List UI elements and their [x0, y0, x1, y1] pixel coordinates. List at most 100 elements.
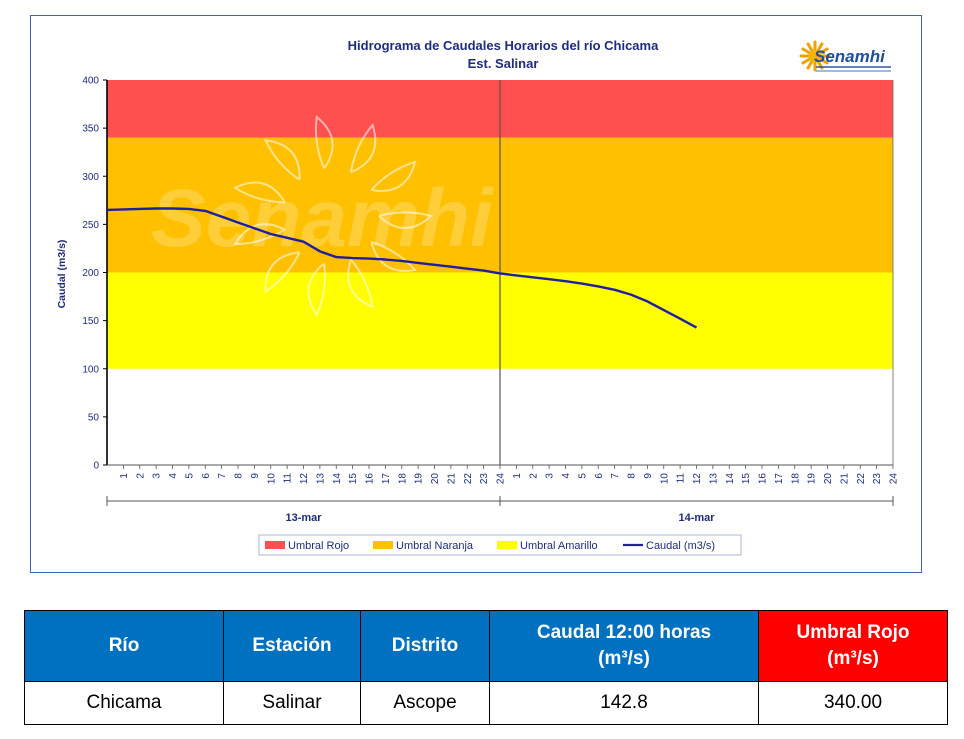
x-tick-label: 22	[463, 473, 474, 485]
y-tick-label: 150	[82, 316, 99, 327]
x-tick-label: 16	[758, 473, 769, 485]
watermark-sun-icon	[232, 115, 434, 318]
x-tick-label: 3	[545, 473, 556, 479]
y-tick-label: 400	[82, 76, 99, 87]
logo-sun-core	[809, 50, 821, 62]
watermark-ray	[378, 211, 434, 229]
watermark-ray	[264, 251, 301, 294]
x-tick-label: 15	[741, 473, 752, 485]
x-tick-label: 17	[381, 473, 392, 485]
x-tick-label: 18	[397, 473, 408, 485]
watermark-ray	[370, 240, 418, 272]
legend-swatch	[265, 541, 285, 549]
x-tick-label: 5	[184, 473, 195, 479]
watermark-ray	[307, 262, 326, 318]
x-tick-label: 19	[414, 473, 425, 485]
x-tick-label: 3	[152, 473, 163, 479]
x-tick-label: 22	[856, 473, 867, 485]
logo-sun-ray	[801, 47, 812, 55]
cell-rio: Chicama	[24, 681, 224, 725]
table-header-row: Río Estación Distrito Caudal 12:00 horas…	[24, 610, 948, 682]
logo-sun-ray	[818, 47, 829, 55]
x-tick-label: 23	[479, 473, 490, 485]
legend-label: Caudal (m3/s)	[646, 540, 715, 552]
x-tick-label: 7	[217, 473, 228, 479]
logo-sun-ray	[818, 57, 829, 65]
x-tick-label: 9	[643, 473, 654, 479]
x-tick-label: 2	[135, 473, 146, 479]
x-tick-label: 21	[446, 473, 457, 485]
watermark-ray	[347, 259, 374, 309]
x-tick-label: 12	[299, 473, 310, 485]
x-tick-label: 11	[676, 473, 687, 484]
x-tick-label: 7	[610, 473, 621, 479]
y-tick-label: 100	[82, 364, 99, 375]
x-tick-label: 8	[234, 473, 245, 479]
x-tick-label: 10	[659, 473, 670, 485]
logo-sun-ray	[806, 42, 814, 53]
legend-swatch	[497, 541, 517, 549]
x-tick-label: 4	[168, 473, 179, 479]
x-tick-label: 17	[774, 473, 785, 485]
x-tick-label: 24	[496, 473, 507, 485]
watermark-ray	[232, 181, 286, 204]
legend-label: Umbral Naranja	[396, 540, 474, 552]
x-tick-label: 5	[577, 473, 588, 479]
senamhi-logo: Senamhi	[799, 40, 891, 72]
x-tick-label: 4	[561, 473, 572, 479]
watermark-ray	[263, 139, 301, 181]
x-tick-label: 20	[823, 473, 834, 485]
cell-distrito: Ascope	[360, 681, 490, 725]
legend-label: Umbral Amarillo	[520, 540, 598, 552]
x-tick-label: 24	[889, 473, 900, 485]
x-tick-label: 20	[430, 473, 441, 485]
x-tick-label: 19	[807, 473, 818, 485]
x-tick-label: 9	[250, 473, 261, 479]
x-tick-label: 18	[790, 473, 801, 485]
legend-swatch	[373, 541, 393, 549]
chart-title: Hidrograma de Caudales Horarios del río …	[348, 38, 659, 53]
watermark-ray	[314, 115, 334, 170]
y-axis-label: Caudal (m3/s)	[56, 240, 68, 309]
logo-text: Senamhi	[814, 47, 886, 66]
x-tick-label: 1	[512, 473, 523, 479]
caudal-series-line	[106, 207, 698, 329]
y-tick-label: 350	[82, 124, 99, 135]
x-tick-label: 6	[594, 473, 605, 479]
header-umbral-rojo: Umbral Rojo (m³/s)	[758, 610, 948, 682]
legend-label: Umbral Rojo	[288, 540, 349, 552]
x-tick-label: 14	[725, 473, 736, 485]
cell-estacion: Salinar	[223, 681, 361, 725]
x-tick-label: 23	[872, 473, 883, 485]
x-tick-label: 6	[201, 473, 212, 479]
header-rio: Río	[24, 610, 224, 682]
sun-logo-icon	[799, 40, 831, 72]
x-tick-label: 14	[332, 473, 343, 485]
watermark-ray	[349, 123, 377, 174]
watermark-ray	[370, 160, 417, 192]
header-distrito: Distrito	[360, 610, 490, 682]
y-tick-label: 300	[82, 172, 99, 183]
x-tick-label: 8	[627, 473, 638, 479]
x-tick-label: 11	[283, 473, 294, 484]
day-label: 14-mar	[678, 512, 715, 524]
watermark-ray	[233, 223, 286, 246]
x-tick-label: 13	[708, 473, 719, 485]
y-tick-label: 50	[88, 412, 100, 423]
y-tick-label: 200	[82, 268, 99, 279]
logo-sun-ray	[806, 59, 814, 70]
day-label: 13-mar	[285, 512, 322, 524]
x-tick-label: 10	[266, 473, 277, 485]
y-tick-label: 0	[93, 461, 99, 472]
x-tick-label: 15	[348, 473, 359, 485]
x-tick-label: 1	[119, 473, 130, 479]
logo-sun-ray	[816, 42, 824, 53]
cell-umbral-rojo: 340.00	[758, 681, 948, 725]
x-tick-label: 13	[315, 473, 326, 485]
table-row: Chicama Salinar Ascope 142.8 340.00	[24, 681, 948, 725]
header-estacion: Estación	[223, 610, 361, 682]
chart-subtitle: Est. Salinar	[468, 56, 539, 71]
y-tick-label: 250	[82, 220, 99, 231]
